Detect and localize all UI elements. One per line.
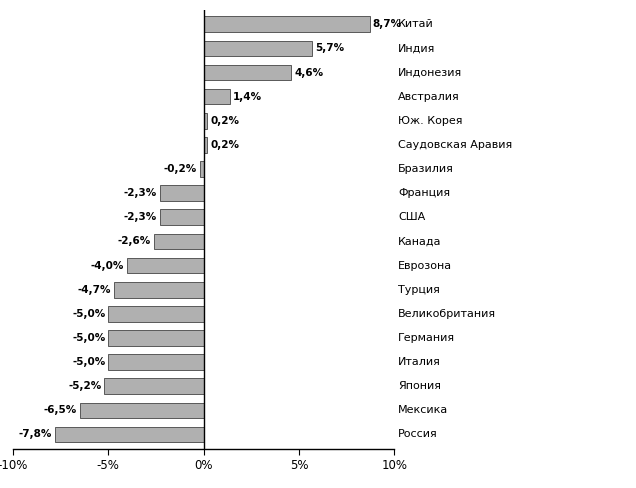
Text: Италия: Италия xyxy=(398,357,441,367)
Bar xyxy=(204,41,312,56)
Bar xyxy=(204,89,230,104)
Bar xyxy=(114,282,204,298)
Text: Китай: Китай xyxy=(398,19,434,29)
Text: -2,3%: -2,3% xyxy=(123,188,157,198)
Text: Германия: Германия xyxy=(398,333,455,343)
Bar xyxy=(104,378,204,394)
Bar xyxy=(108,330,204,346)
Text: -5,0%: -5,0% xyxy=(72,333,105,343)
Text: 1,4%: 1,4% xyxy=(233,92,262,102)
Text: 8,7%: 8,7% xyxy=(372,19,401,29)
Text: Бразилия: Бразилия xyxy=(398,164,454,174)
Bar xyxy=(154,234,204,249)
Text: Еврозона: Еврозона xyxy=(398,261,452,270)
Bar xyxy=(204,64,291,81)
Text: Япония: Япония xyxy=(398,381,441,391)
Text: Австралия: Австралия xyxy=(398,92,460,102)
Text: -2,6%: -2,6% xyxy=(118,236,151,246)
Text: США: США xyxy=(398,212,425,223)
Text: Индонезия: Индонезия xyxy=(398,67,462,78)
Text: -5,2%: -5,2% xyxy=(68,381,101,391)
Bar xyxy=(127,258,204,273)
Bar xyxy=(80,403,204,418)
Text: Саудовская Аравия: Саудовская Аравия xyxy=(398,140,513,150)
Text: -6,5%: -6,5% xyxy=(43,406,76,415)
Bar xyxy=(200,161,204,177)
Text: -0,2%: -0,2% xyxy=(163,164,197,174)
Text: Юж. Корея: Юж. Корея xyxy=(398,116,462,126)
Text: -4,0%: -4,0% xyxy=(91,261,124,270)
Text: -5,0%: -5,0% xyxy=(72,357,105,367)
Bar xyxy=(204,113,207,129)
Text: 0,2%: 0,2% xyxy=(210,140,239,150)
Text: Индия: Индия xyxy=(398,43,436,53)
Text: Великобритания: Великобритания xyxy=(398,309,496,319)
Bar xyxy=(55,427,204,442)
Text: 5,7%: 5,7% xyxy=(315,43,344,53)
Text: 0,2%: 0,2% xyxy=(210,116,239,126)
Bar xyxy=(108,306,204,322)
Text: -2,3%: -2,3% xyxy=(123,212,157,223)
Text: Франция: Франция xyxy=(398,188,450,198)
Bar xyxy=(204,137,207,153)
Text: Россия: Россия xyxy=(398,429,438,440)
Text: -4,7%: -4,7% xyxy=(78,285,111,295)
Text: -7,8%: -7,8% xyxy=(18,429,52,440)
Text: -5,0%: -5,0% xyxy=(72,309,105,319)
Bar xyxy=(204,17,370,32)
Bar xyxy=(160,209,204,225)
Bar xyxy=(160,185,204,201)
Bar xyxy=(108,354,204,370)
Text: Турция: Турция xyxy=(398,285,440,295)
Text: Мексика: Мексика xyxy=(398,406,448,415)
Text: Канада: Канада xyxy=(398,236,441,246)
Text: 4,6%: 4,6% xyxy=(294,67,323,78)
